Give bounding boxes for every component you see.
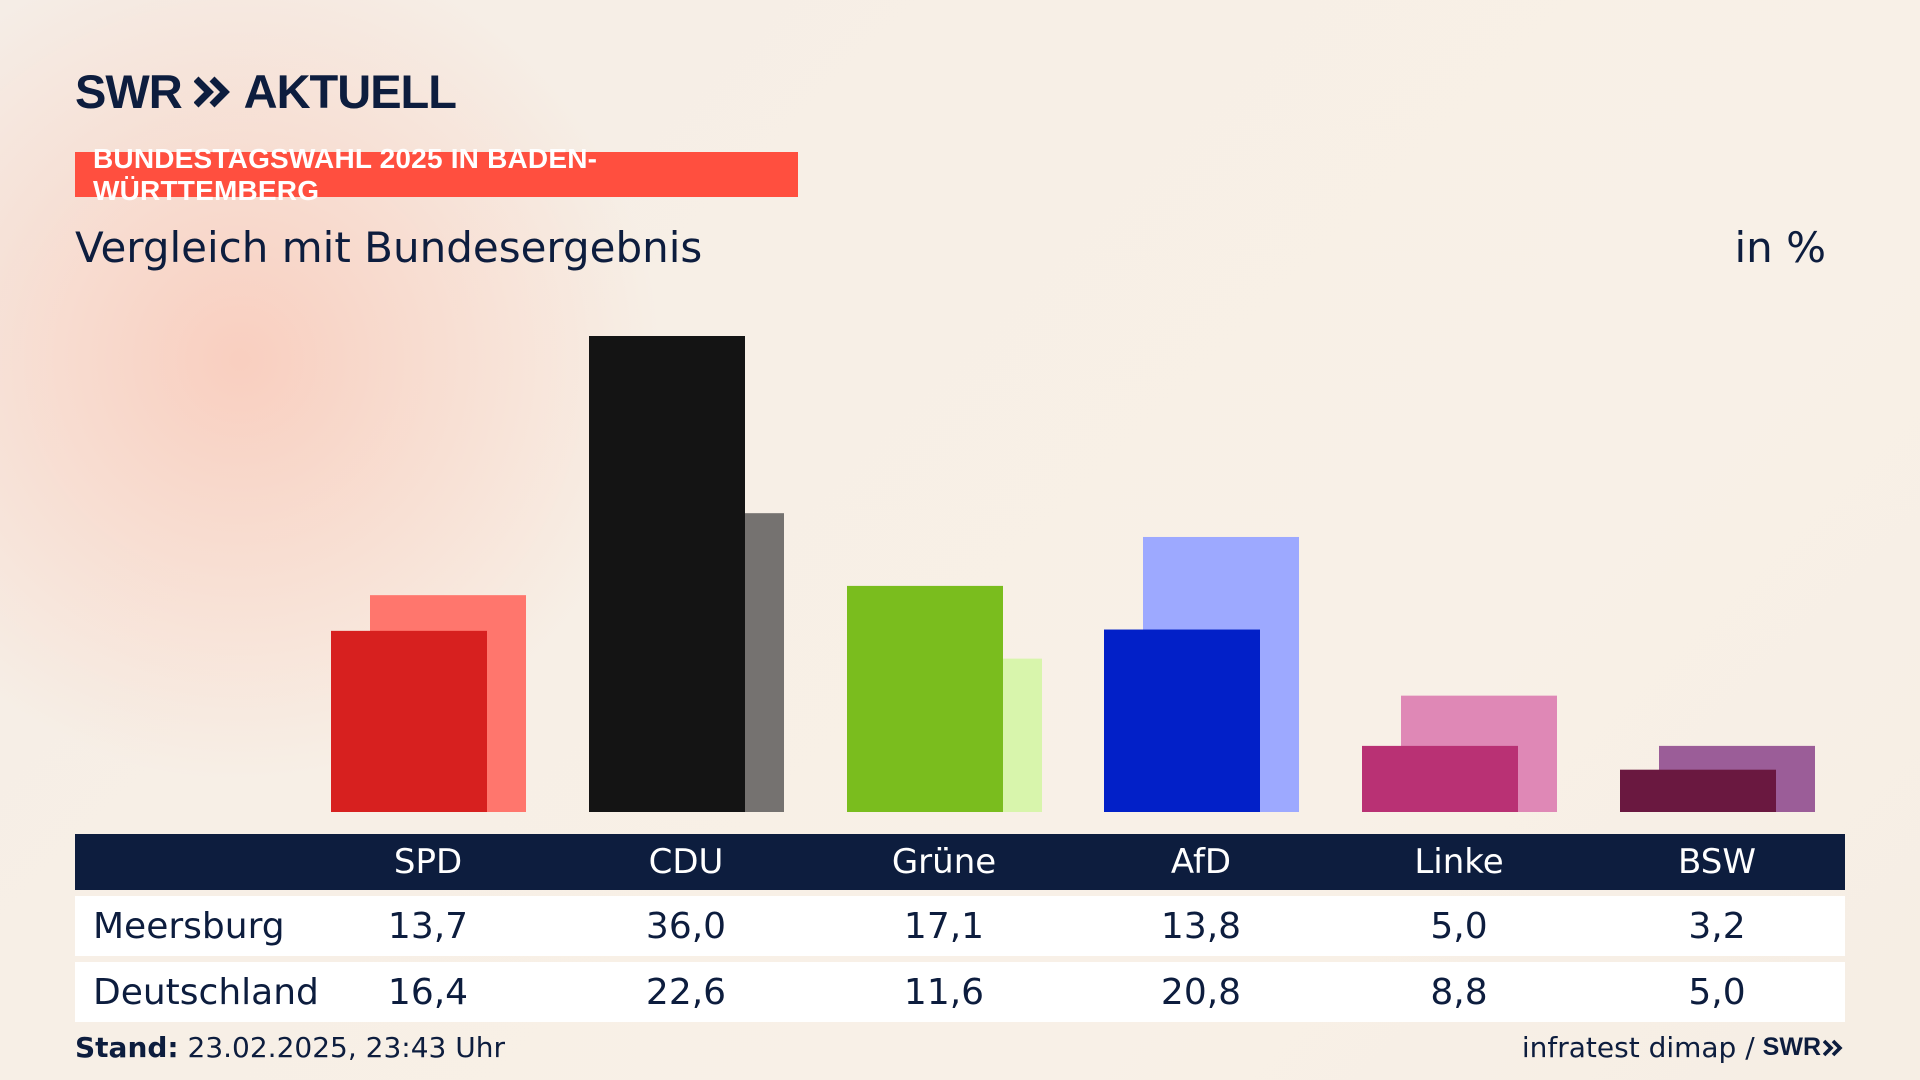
- cell-deutschland-linke: 8,8: [1430, 971, 1488, 1013]
- cell-meersburg-linke: 5,0: [1430, 905, 1488, 947]
- bar-meersburg-spd: [331, 630, 487, 812]
- bar-meersburg-cdu: [589, 336, 745, 812]
- election-banner: BUNDESTAGSWAHL 2025 IN BADEN-WÜRTTEMBERG: [75, 143, 798, 206]
- cell-deutschland-spd: 16,4: [387, 971, 469, 1013]
- header-gruene: Grüne: [891, 842, 997, 882]
- cell-meersburg-bsw: 3,2: [1688, 905, 1746, 947]
- brand-aktuell: AKTUELL: [243, 65, 457, 118]
- table-row-deutschland: Deutschland 16,4 22,6 11,6 20,8 8,8 5,0: [75, 962, 1845, 1022]
- swr-aktuell-logo: SWR AKTUELL: [75, 65, 457, 118]
- bar-deutschland-linke: [1401, 695, 1557, 812]
- bar-meersburg-bsw: [1620, 769, 1776, 812]
- cell-deutschland-gruene: 11,6: [903, 971, 985, 1013]
- header-afd: AfD: [1170, 842, 1232, 882]
- bar-meersburg-gruene: [847, 585, 1003, 812]
- timestamp-footer: Stand: 23.02.2025, 23:43 Uhr: [75, 1031, 505, 1064]
- header-linke: Linke: [1414, 842, 1504, 882]
- cell-deutschland-cdu: 22,6: [645, 971, 727, 1013]
- stand-value: 23.02.2025, 23:43 Uhr: [178, 1031, 505, 1064]
- brand-swr: SWR: [75, 65, 183, 118]
- row-label-deutschland: Deutschland: [93, 971, 319, 1013]
- footer-swr-logo: SWR: [1763, 1033, 1845, 1062]
- table-row-meersburg: Meersburg 13,7 36,0 17,1 13,8 5,0 3,2: [75, 896, 1845, 956]
- bar-deutschland-gruene: [886, 658, 1042, 812]
- stand-label: Stand:: [75, 1031, 179, 1064]
- source-footer: infratest dimap / SWR: [1522, 1031, 1845, 1064]
- bar-deutschland-cdu: [628, 513, 784, 812]
- results-table: SPD CDU Grüne AfD Linke BSW Meersburg 13…: [75, 834, 1845, 1022]
- cell-deutschland-afd: 20,8: [1160, 971, 1242, 1013]
- table-header-row: SPD CDU Grüne AfD Linke BSW: [75, 834, 1845, 890]
- header-cdu: CDU: [648, 842, 724, 882]
- bar-deutschland-afd: [1143, 536, 1299, 812]
- cell-deutschland-bsw: 5,0: [1688, 971, 1746, 1013]
- row-label-meersburg: Meersburg: [93, 905, 285, 947]
- footer-swr-text: SWR: [1762, 1033, 1821, 1061]
- bar-deutschland-spd: [370, 595, 526, 812]
- cell-meersburg-cdu: 36,0: [645, 905, 727, 947]
- bar-meersburg-afd: [1104, 629, 1260, 812]
- footer-chevron-icon: [1823, 1039, 1843, 1056]
- bar-meersburg-linke: [1362, 745, 1518, 812]
- chart-title: Vergleich mit Bundesergebnis: [75, 223, 703, 272]
- header-spd: SPD: [393, 842, 463, 882]
- double-chevron-right-icon: [193, 76, 230, 108]
- bar-deutschland-bsw: [1659, 745, 1815, 812]
- unit-label: in %: [1734, 223, 1826, 272]
- source-text: infratest dimap /: [1521, 1031, 1755, 1064]
- cell-meersburg-spd: 13,7: [387, 905, 469, 947]
- cell-meersburg-gruene: 17,1: [903, 905, 985, 947]
- header-bsw: BSW: [1678, 842, 1756, 882]
- cell-meersburg-afd: 13,8: [1160, 905, 1242, 947]
